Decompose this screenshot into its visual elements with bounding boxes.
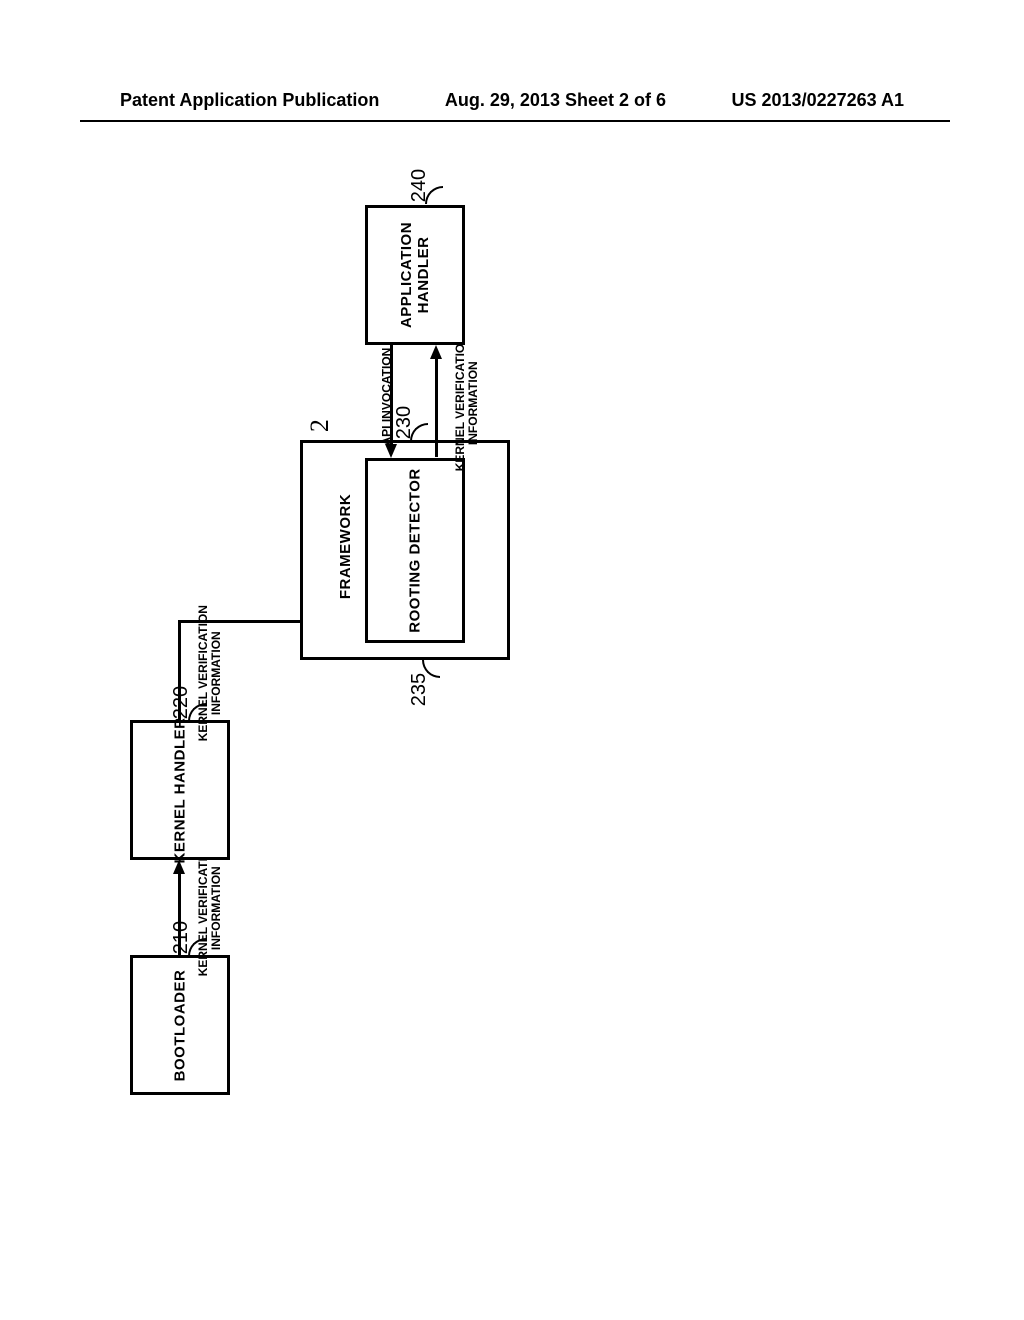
application-handler-label: APPLICATION HANDLER	[398, 222, 432, 328]
kernel-handler-label: KERNEL HANDLER	[172, 717, 189, 863]
header-right: US 2013/0227263 A1	[732, 90, 904, 111]
arrow-kernel-fw-v	[178, 620, 181, 720]
rooting-detector-ref: 235	[408, 673, 431, 706]
arrow-kvi-head	[430, 345, 442, 359]
diagram-container: BOOTLOADER 210 KERNEL VERIFICATION INFOR…	[110, 200, 670, 1100]
rooting-detector-label: ROOTING DETECTOR	[407, 468, 424, 632]
edge-kvi-label: KERNEL VERIFICATION INFORMATION	[454, 335, 480, 471]
edge-api-label: API INVOCATION	[380, 348, 393, 446]
edge-kernel-fw-label: KERNEL VERIFICATION INFORMATION	[197, 605, 223, 741]
framework-label: FRAMEWORK	[337, 494, 354, 599]
edge-boot-kernel-label: KERNEL VERIFICATION INFORMATION	[197, 840, 223, 976]
application-handler-box: APPLICATION HANDLER	[365, 205, 465, 345]
arrow-boot-kernel	[178, 872, 181, 955]
bootloader-label: BOOTLOADER	[172, 969, 189, 1081]
rooting-detector-box: ROOTING DETECTOR	[365, 458, 465, 643]
header-center: Aug. 29, 2013 Sheet 2 of 6	[445, 90, 666, 111]
arrow-api-head	[385, 444, 397, 458]
header-divider	[80, 120, 950, 122]
arrow-kvi-line	[435, 357, 438, 457]
header-left: Patent Application Publication	[120, 90, 379, 111]
